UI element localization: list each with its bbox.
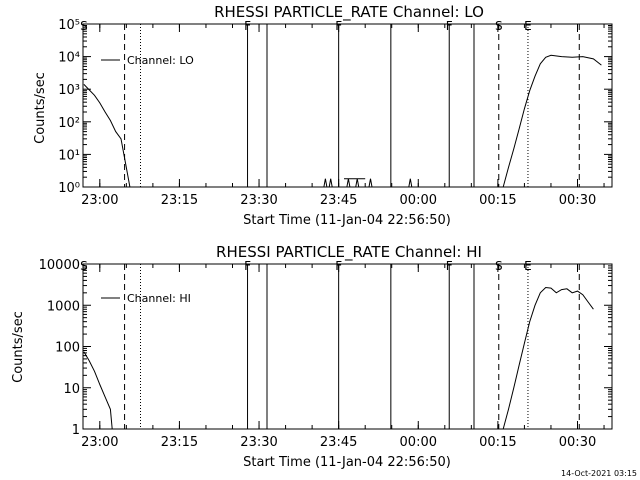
series-line — [83, 84, 131, 188]
x-tick-label: 00:30 — [559, 193, 596, 208]
marker-label: F — [335, 19, 342, 33]
x-tick-label: 00:00 — [400, 435, 437, 450]
plot-frame — [82, 23, 613, 188]
x-tick-label: 23:15 — [161, 435, 198, 450]
marker-label: E — [524, 259, 532, 273]
legend-label: Channel: HI — [127, 292, 191, 305]
x-tick-label: 23:45 — [320, 193, 357, 208]
y-tick-label: 10⁵ — [58, 18, 80, 33]
series-blip — [368, 178, 373, 188]
y-tick-label: 1 — [72, 423, 80, 438]
chart-title: RHESSI PARTICLE_RATE Channel: HI — [216, 243, 482, 262]
series — [83, 286, 594, 430]
legend: Channel: HI — [101, 292, 191, 305]
chart-title: RHESSI PARTICLE_RATE Channel: LO — [214, 3, 484, 22]
marker-label: S — [80, 259, 88, 273]
legend-label: Channel: LO — [127, 54, 194, 67]
series-blip — [355, 178, 360, 188]
y-ticks: 10⁰ 10¹ 10² 10³ 10⁴ 10⁵ — [58, 18, 612, 196]
series-line — [502, 54, 602, 188]
x-tick-label: 00:00 — [400, 193, 437, 208]
series-blip — [328, 178, 333, 188]
series-blip — [346, 178, 351, 188]
y-ticks: 1 10 100 1000 10000 — [39, 258, 612, 438]
x-tick-label: 23:00 — [81, 193, 118, 208]
x-tick-label: 00:15 — [479, 193, 516, 208]
y-tick-label: 10000 — [39, 258, 80, 273]
y-axis-label: Counts/sec — [33, 72, 48, 144]
marker-label: F — [446, 259, 453, 273]
series-blip — [408, 178, 413, 188]
x-axis-label: Start Time (11-Jan-04 22:56:50) — [243, 455, 451, 470]
x-tick-label: 00:30 — [559, 435, 596, 450]
x-tick-label: 23:15 — [161, 193, 198, 208]
x-ticks: 23:00 23:15 23:30 23:45 00:00 00:15 00:30 — [81, 24, 605, 208]
series — [83, 54, 602, 188]
marker-label: S — [495, 19, 503, 33]
series-blip — [323, 178, 328, 188]
y-tick-label: 100 — [55, 341, 80, 356]
x-ticks: 23:00 23:15 23:30 23:45 00:00 00:15 00:30 — [81, 264, 605, 450]
marker-label: S — [495, 259, 503, 273]
series-line — [502, 286, 594, 430]
marker-label: S — [80, 19, 88, 33]
series-line — [83, 351, 113, 430]
marker-label: E — [524, 19, 532, 33]
marker-label: F — [446, 19, 453, 33]
legend: Channel: LO — [101, 54, 194, 67]
x-axis-label: Start Time (11-Jan-04 22:56:50) — [243, 213, 451, 228]
x-tick-label: 23:45 — [320, 435, 357, 450]
panel-hi: RHESSI PARTICLE_RATE Channel: HI Counts/… — [11, 243, 613, 470]
y-tick-label: 1000 — [47, 299, 80, 314]
y-tick-label: 10¹ — [58, 148, 80, 163]
y-tick-label: 10⁰ — [58, 181, 80, 196]
marker-label: F — [244, 259, 251, 273]
y-tick-label: 10² — [58, 116, 80, 131]
x-tick-label: 00:15 — [479, 435, 516, 450]
footer-timestamp: 14-Oct-2021 03:15 — [561, 469, 637, 478]
marker-label: F — [335, 259, 342, 273]
panel-lo: RHESSI PARTICLE_RATE Channel: LO Counts/… — [33, 3, 613, 228]
y-axis-label: Counts/sec — [11, 311, 26, 383]
x-tick-label: 23:30 — [240, 193, 277, 208]
y-tick-label: 10 — [63, 382, 80, 397]
x-tick-label: 23:00 — [81, 435, 118, 450]
marker-label: F — [244, 19, 251, 33]
x-tick-label: 23:30 — [240, 435, 277, 450]
y-tick-label: 10⁴ — [58, 51, 80, 66]
y-tick-label: 10³ — [58, 83, 80, 98]
